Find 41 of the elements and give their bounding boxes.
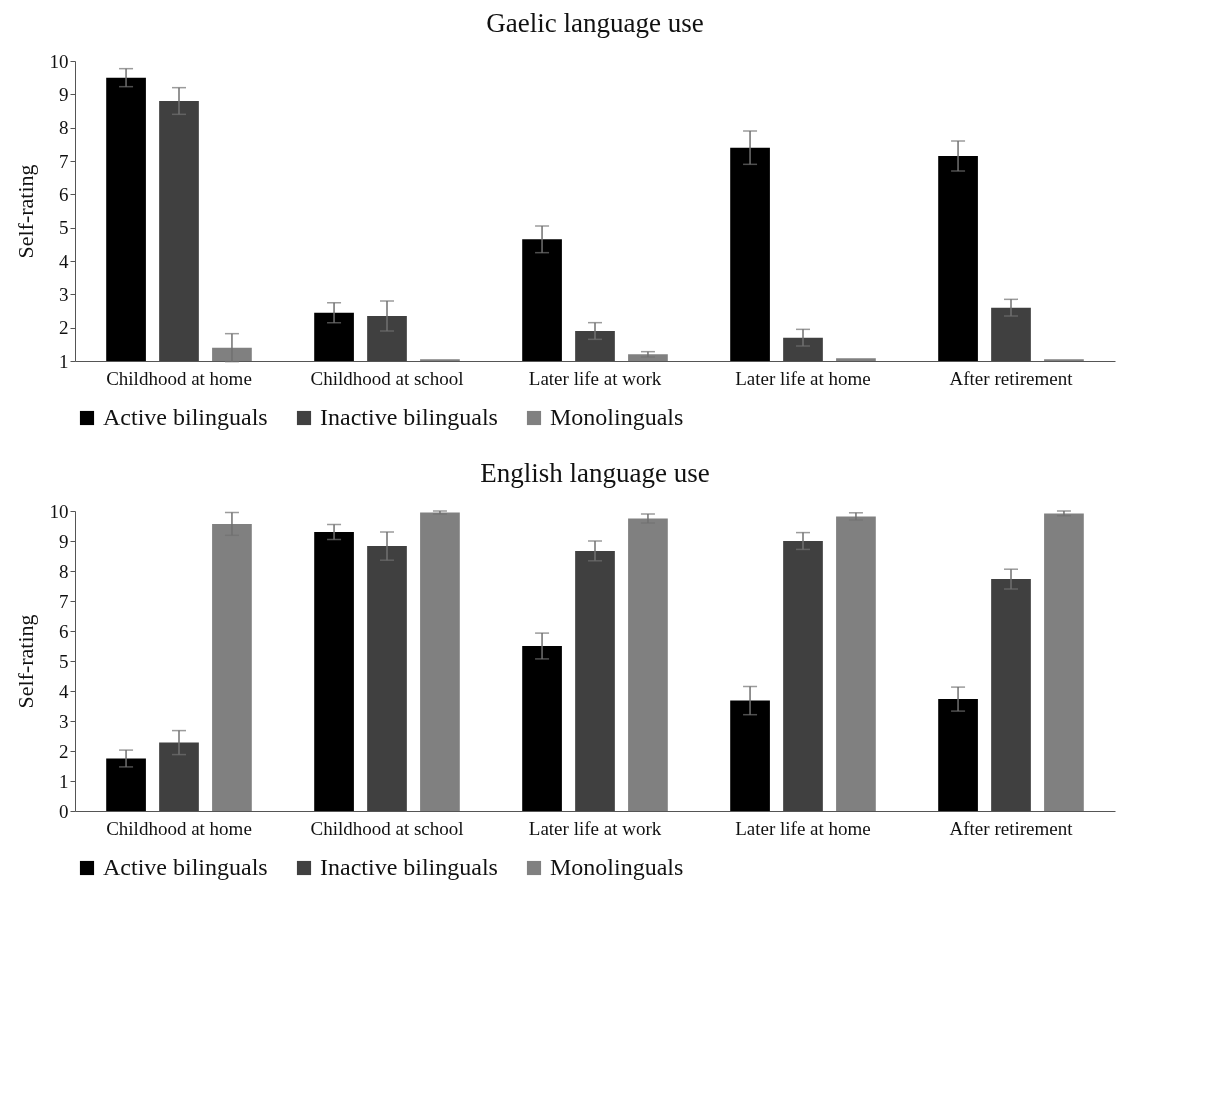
x-tick-label: Later life at home [735, 817, 871, 839]
y-tick-label: 5 [59, 217, 69, 239]
x-tick-label: Childhood at home [106, 817, 252, 839]
y-tick-label: 10 [49, 50, 69, 72]
x-tick-label: After retirement [949, 367, 1074, 389]
x-tick-label: After retirement [949, 817, 1074, 839]
y-tick-label: 10 [49, 500, 69, 522]
y-tick-label: 7 [59, 150, 69, 172]
y-tick-label: 4 [59, 680, 69, 702]
y-tick-label: 4 [59, 250, 69, 272]
y-tick-label: 3 [59, 710, 69, 732]
x-tick-label: Later life at work [528, 817, 662, 839]
y-tick-label: 8 [59, 560, 69, 582]
y-tick-label: 2 [59, 317, 69, 339]
y-axis-title: Self-rating [12, 164, 38, 259]
y-tick-label: 6 [59, 620, 69, 642]
chart-title: Gaelic language use [486, 8, 704, 38]
y-tick-label: 7 [59, 590, 69, 612]
y-tick-label: 9 [59, 530, 69, 552]
y-tick-label: 3 [59, 283, 69, 305]
y-axis-title: Self-rating [12, 614, 38, 709]
x-tick-label: Later life at home [735, 367, 871, 389]
x-tick-label: Childhood at school [310, 817, 464, 839]
y-tick-label: 2 [59, 740, 69, 762]
legend-label: Monolinguals [550, 404, 684, 430]
x-tick-label: Later life at work [528, 367, 662, 389]
y-tick-label: 1 [59, 770, 69, 792]
y-tick-label: 6 [59, 183, 69, 205]
y-tick-label: 8 [59, 117, 69, 139]
chart-title: English language use [480, 458, 710, 488]
y-tick-label: 5 [59, 650, 69, 672]
y-tick-label: 0 [59, 800, 69, 822]
y-tick-label: 1 [59, 350, 69, 372]
y-tick-label: 9 [59, 83, 69, 105]
legend-label: Active bilinguals [103, 404, 268, 430]
x-tick-label: Childhood at home [106, 367, 252, 389]
x-tick-label: Childhood at school [310, 367, 464, 389]
legend-label: Inactive bilinguals [320, 404, 498, 430]
legend-label: Inactive bilinguals [320, 854, 498, 880]
legend-label: Active bilinguals [103, 854, 268, 880]
legend-label: Monolinguals [550, 854, 684, 880]
